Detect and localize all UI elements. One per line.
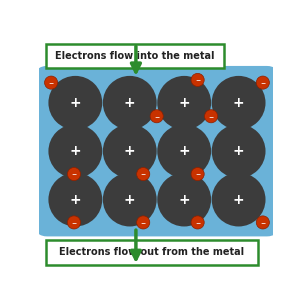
Text: +: + — [124, 96, 136, 110]
FancyBboxPatch shape — [35, 66, 278, 237]
Text: −: − — [71, 171, 77, 177]
Circle shape — [212, 76, 265, 130]
Text: −: − — [71, 220, 77, 225]
Circle shape — [48, 173, 102, 226]
Text: Electrons flow out from the metal: Electrons flow out from the metal — [59, 247, 244, 257]
Text: −: − — [140, 171, 146, 177]
Circle shape — [48, 124, 102, 178]
Circle shape — [157, 124, 211, 178]
Circle shape — [157, 76, 211, 130]
Circle shape — [191, 168, 204, 181]
Circle shape — [212, 124, 265, 178]
Circle shape — [191, 216, 204, 229]
Circle shape — [212, 173, 265, 226]
Text: −: − — [195, 220, 200, 225]
Text: +: + — [124, 144, 136, 158]
Circle shape — [67, 168, 81, 181]
Text: +: + — [70, 96, 81, 110]
Text: −: − — [48, 80, 54, 85]
Circle shape — [256, 76, 269, 89]
FancyBboxPatch shape — [46, 240, 257, 265]
Circle shape — [150, 110, 163, 123]
Text: Electrons flow into the metal: Electrons flow into the metal — [55, 51, 215, 61]
Circle shape — [67, 216, 81, 229]
Text: +: + — [233, 96, 244, 110]
Text: −: − — [260, 80, 265, 85]
Text: −: − — [209, 114, 214, 119]
Circle shape — [205, 110, 218, 123]
Circle shape — [256, 216, 269, 229]
Circle shape — [103, 173, 157, 226]
Text: −: − — [154, 114, 159, 119]
Circle shape — [191, 73, 204, 86]
Circle shape — [157, 173, 211, 226]
Text: −: − — [195, 78, 200, 82]
Text: −: − — [140, 220, 146, 225]
Circle shape — [137, 168, 150, 181]
FancyBboxPatch shape — [46, 43, 224, 68]
Text: +: + — [124, 192, 136, 206]
Text: −: − — [260, 220, 265, 225]
Circle shape — [45, 76, 58, 89]
Text: +: + — [70, 192, 81, 206]
Circle shape — [48, 76, 102, 130]
Text: +: + — [178, 144, 190, 158]
Text: +: + — [233, 192, 244, 206]
Circle shape — [137, 216, 150, 229]
Text: +: + — [70, 144, 81, 158]
Text: +: + — [178, 192, 190, 206]
Text: −: − — [195, 171, 200, 177]
Circle shape — [103, 124, 157, 178]
Circle shape — [103, 76, 157, 130]
Text: +: + — [233, 144, 244, 158]
Text: +: + — [178, 96, 190, 110]
